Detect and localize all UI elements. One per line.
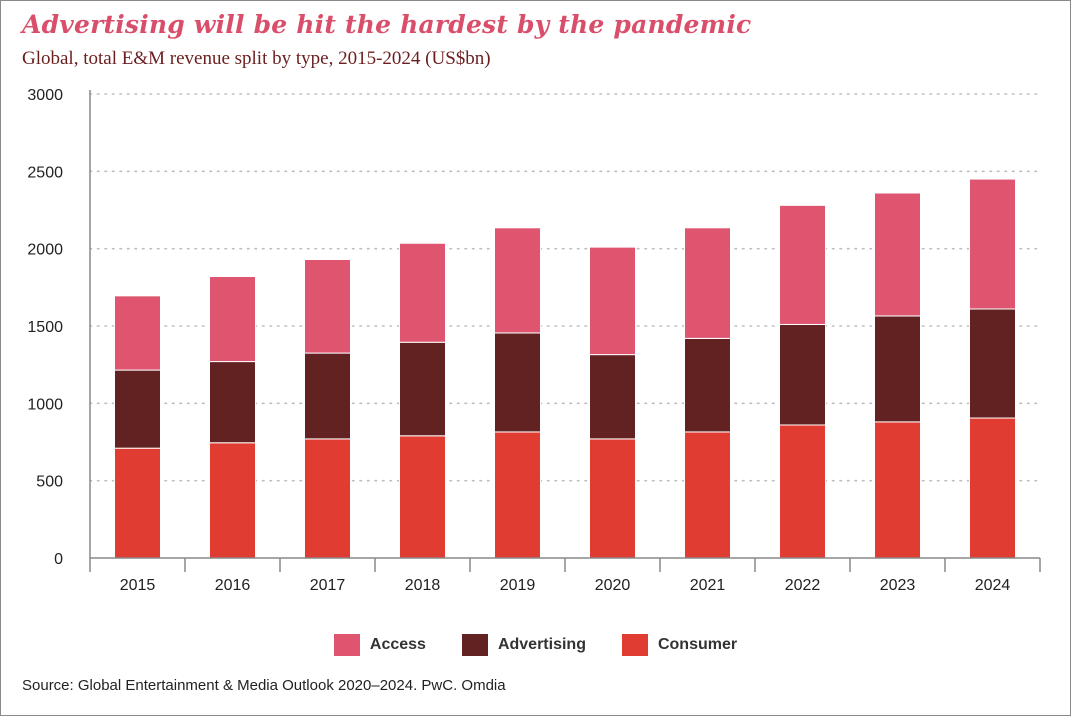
legend: Access Advertising Consumer	[0, 634, 1071, 656]
x-tick-label: 2023	[880, 577, 916, 594]
bar-advertising-2018	[399, 341, 446, 437]
legend-swatch-consumer	[621, 634, 648, 656]
bar-consumer-2024	[969, 417, 1016, 559]
x-tick-label: 2018	[405, 577, 441, 594]
bar-consumer-2019	[494, 431, 541, 559]
x-tick-label: 2016	[215, 577, 251, 594]
bar-access-2015	[114, 295, 161, 371]
bar-consumer-2021	[684, 431, 731, 559]
legend-item-advertising: Advertising	[461, 634, 586, 656]
y-tick-label: 0	[54, 551, 63, 568]
bar-advertising-2019	[494, 332, 541, 433]
bar-access-2020	[589, 246, 636, 356]
x-tick-label: 2015	[120, 577, 156, 594]
bar-consumer-2022	[779, 424, 826, 559]
y-tick-label: 1000	[27, 396, 63, 413]
chart-subtitle: Global, total E&M revenue split by type,…	[22, 48, 491, 69]
bar-advertising-2020	[589, 354, 636, 440]
bar-consumer-2023	[874, 421, 921, 559]
bar-consumer-2018	[399, 435, 446, 559]
y-tick-label: 2000	[27, 242, 63, 259]
legend-label-access: Access	[369, 636, 426, 653]
bars	[114, 178, 1016, 559]
bar-advertising-2024	[969, 308, 1016, 419]
bar-consumer-2015	[114, 447, 161, 559]
bar-access-2018	[399, 242, 446, 343]
x-tick-label: 2019	[500, 577, 536, 594]
bar-access-2022	[779, 204, 826, 325]
bar-consumer-2020	[589, 438, 636, 559]
bar-access-2017	[304, 258, 351, 354]
bar-consumer-2016	[209, 442, 256, 559]
bar-advertising-2022	[779, 323, 826, 426]
x-axis: 2015 2016 2017 2018 2019 2020 2021 2022 2023 2024	[89, 557, 1041, 594]
legend-label-consumer: Consumer	[657, 636, 738, 653]
source-note: Source: Global Entertainment & Media Out…	[22, 677, 506, 694]
legend-label-advertising: Advertising	[497, 636, 586, 653]
y-tick-label: 2500	[27, 164, 63, 181]
legend-swatch-access	[333, 634, 360, 656]
bar-access-2019	[494, 227, 541, 334]
bar-advertising-2021	[684, 337, 731, 433]
legend-item-consumer: Consumer	[621, 634, 738, 656]
legend-swatch-advertising	[461, 634, 488, 656]
x-tick-label: 2021	[690, 577, 726, 594]
bar-advertising-2016	[209, 361, 256, 444]
y-tick-label: 3000	[27, 87, 63, 104]
bar-access-2024	[969, 178, 1016, 310]
x-tick-label: 2017	[310, 577, 346, 594]
bar-advertising-2017	[304, 352, 351, 440]
bar-access-2016	[209, 276, 256, 363]
bar-advertising-2023	[874, 315, 921, 423]
chart-title: Advertising will be hit the hardest by t…	[22, 10, 752, 39]
x-tick-label: 2022	[785, 577, 821, 594]
legend-item-access: Access	[333, 634, 426, 656]
y-axis: 0 500 1000 1500 2000 2500 3000	[27, 87, 91, 568]
x-tick-label: 2020	[595, 577, 631, 594]
x-tick-label: 2024	[975, 577, 1011, 594]
bar-consumer-2017	[304, 438, 351, 559]
bar-access-2023	[874, 192, 921, 317]
y-tick-label: 1500	[27, 319, 63, 336]
bar-advertising-2015	[114, 369, 161, 449]
y-tick-label: 500	[36, 474, 63, 491]
bar-access-2021	[684, 227, 731, 339]
